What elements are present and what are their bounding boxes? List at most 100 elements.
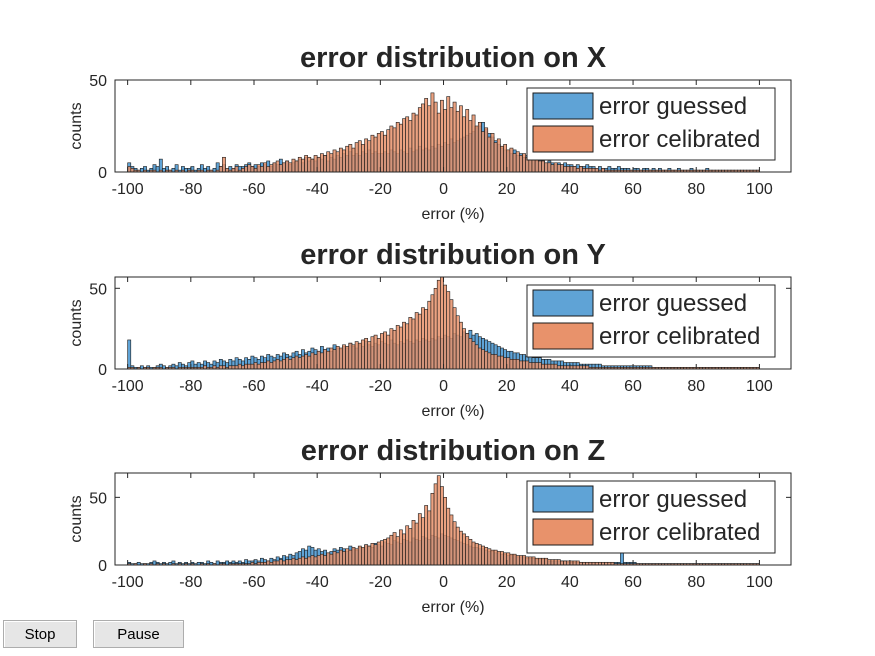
x-tick-label: 60 — [624, 574, 642, 591]
legend-label: error guessed — [599, 93, 747, 120]
bar-celibrated — [395, 122, 400, 172]
bar-celibrated — [386, 537, 391, 565]
x-tick-label: 40 — [561, 574, 579, 591]
bar-celibrated — [443, 109, 447, 172]
bar-celibrated — [408, 120, 413, 172]
bar-celibrated — [408, 528, 413, 565]
bar-celibrated — [544, 557, 549, 565]
bar-celibrated — [338, 147, 343, 172]
bar-celibrated — [474, 344, 479, 369]
bar-celibrated — [373, 136, 378, 172]
legend-label: error celibrated — [599, 519, 760, 546]
bar-celibrated — [493, 142, 498, 172]
bar-celibrated — [244, 166, 248, 172]
bar-guessed — [184, 168, 188, 172]
bar-celibrated — [436, 475, 441, 565]
x-tick-label: -80 — [179, 181, 202, 198]
bar-celibrated — [304, 557, 308, 565]
bar-celibrated — [380, 131, 384, 172]
bar-celibrated — [282, 162, 286, 172]
x-axis-label: error (%) — [421, 403, 484, 420]
bar-celibrated — [351, 344, 356, 369]
bar-celibrated — [512, 153, 517, 172]
bar-celibrated — [307, 156, 312, 172]
bar-celibrated — [509, 147, 514, 172]
bar-celibrated — [260, 362, 264, 369]
subplot-z: -100 -80 -60 -40 -20 0 20 40 60 80 100 0 50 error dis… — [68, 435, 792, 615]
bar-celibrated — [484, 127, 489, 172]
bar-celibrated — [522, 153, 526, 172]
bar-celibrated — [398, 326, 403, 369]
bar-celibrated — [465, 333, 470, 369]
bar-celibrated — [585, 168, 590, 172]
bar-celibrated — [395, 325, 400, 369]
bar-celibrated — [332, 349, 337, 369]
bar-celibrated — [591, 168, 596, 172]
bar-celibrated — [342, 551, 346, 565]
bar-celibrated — [465, 109, 470, 172]
bar-celibrated — [222, 156, 226, 172]
bar-celibrated — [522, 555, 526, 565]
bar-celibrated — [310, 555, 315, 565]
x-tick-label: -60 — [242, 378, 265, 395]
bar-celibrated — [291, 557, 296, 565]
bar-guessed — [225, 560, 230, 565]
bar-celibrated — [310, 158, 315, 172]
bar-celibrated — [547, 559, 552, 565]
bar-celibrated — [493, 549, 498, 565]
bar-celibrated — [329, 347, 334, 369]
bar-celibrated — [263, 162, 267, 172]
bar-celibrated — [487, 136, 492, 172]
bar-celibrated — [496, 138, 501, 172]
bar-celibrated — [291, 357, 296, 369]
bar-celibrated — [351, 547, 356, 565]
bar-celibrated — [386, 129, 391, 172]
bar-celibrated — [266, 560, 271, 565]
bar-celibrated — [417, 107, 422, 172]
bar-celibrated — [440, 486, 444, 565]
x-tick-label: -20 — [369, 574, 392, 591]
pause-button[interactable]: Pause — [93, 620, 184, 648]
bar-celibrated — [291, 158, 296, 172]
x-axis-label: error (%) — [421, 206, 484, 223]
bar-celibrated — [433, 483, 438, 565]
bar-celibrated — [471, 341, 476, 369]
bar-celibrated — [462, 328, 466, 369]
bar-celibrated — [373, 544, 378, 565]
stop-button[interactable]: Stop — [3, 620, 77, 648]
bar-celibrated — [534, 557, 539, 565]
bar-celibrated — [370, 543, 375, 565]
legend: error guessed error celibrated — [526, 284, 776, 358]
bar-celibrated — [247, 164, 252, 172]
bar-celibrated — [459, 530, 463, 565]
bar-celibrated — [537, 362, 542, 369]
bar-celibrated — [446, 96, 451, 172]
bar-celibrated — [421, 517, 425, 565]
bar-celibrated — [417, 313, 422, 369]
bar-celibrated — [392, 329, 397, 369]
bar-celibrated — [247, 363, 252, 369]
bar-celibrated — [563, 560, 568, 565]
x-tick-label: -60 — [242, 181, 265, 198]
bar-celibrated — [519, 555, 523, 565]
bar-celibrated — [534, 158, 539, 172]
bar-celibrated — [357, 545, 362, 565]
bar-celibrated — [496, 551, 501, 565]
bar-celibrated — [380, 333, 384, 369]
bar-celibrated — [364, 338, 369, 369]
bar-celibrated — [370, 134, 375, 172]
bar-celibrated — [537, 557, 542, 565]
bar-celibrated — [332, 149, 337, 172]
legend-swatch-guessed — [532, 92, 594, 120]
bar-celibrated — [354, 142, 359, 172]
bar-celibrated — [446, 291, 451, 369]
bar-celibrated — [402, 118, 406, 172]
bar-celibrated — [181, 169, 185, 172]
bar-celibrated — [326, 350, 331, 369]
bar-celibrated — [130, 168, 135, 172]
x-tick-label: 60 — [624, 378, 642, 395]
x-tick-label: 80 — [687, 378, 705, 395]
bar-celibrated — [304, 354, 308, 369]
x-tick-label: 80 — [687, 181, 705, 198]
bar-celibrated — [550, 559, 555, 565]
